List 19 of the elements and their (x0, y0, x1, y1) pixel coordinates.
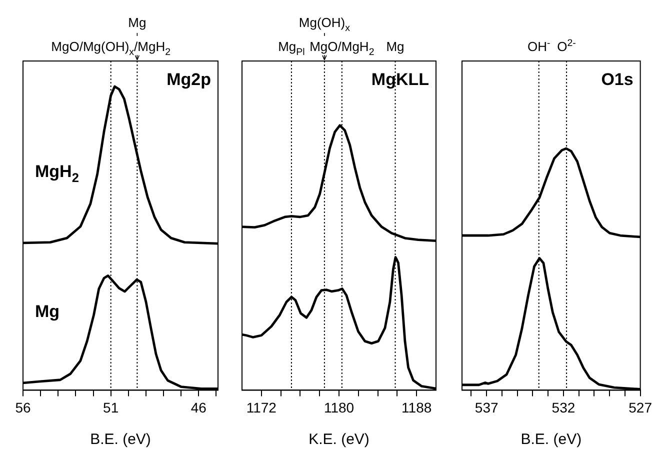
ref-line-label: Mg (128, 15, 146, 30)
ref-line-label: OH- (527, 38, 550, 54)
series-label: Mg (35, 302, 60, 322)
chart-title: MgKLL (371, 70, 430, 89)
chart-title: Mg2p (166, 70, 212, 89)
x-tick-label: 1180 (324, 399, 354, 416)
x-tick-label: 56 (15, 399, 31, 416)
x-axis-title: B.E. (eV) (520, 431, 582, 448)
x-tick-label: 532 (552, 399, 576, 416)
x-tick-label: 1172 (246, 399, 277, 416)
x-tick-label: 46 (190, 399, 207, 416)
x-axis-title: K.E. (eV) (308, 431, 370, 448)
x-tick-label: 51 (103, 399, 119, 416)
chart-title: O1s (601, 70, 634, 89)
ref-line-label: Mg (386, 39, 404, 54)
x-axis-title: B.E. (eV) (90, 431, 151, 448)
x-tick-label: 1188 (402, 399, 432, 416)
x-tick-label: 537 (474, 399, 498, 416)
x-tick-label: 527 (628, 399, 652, 416)
